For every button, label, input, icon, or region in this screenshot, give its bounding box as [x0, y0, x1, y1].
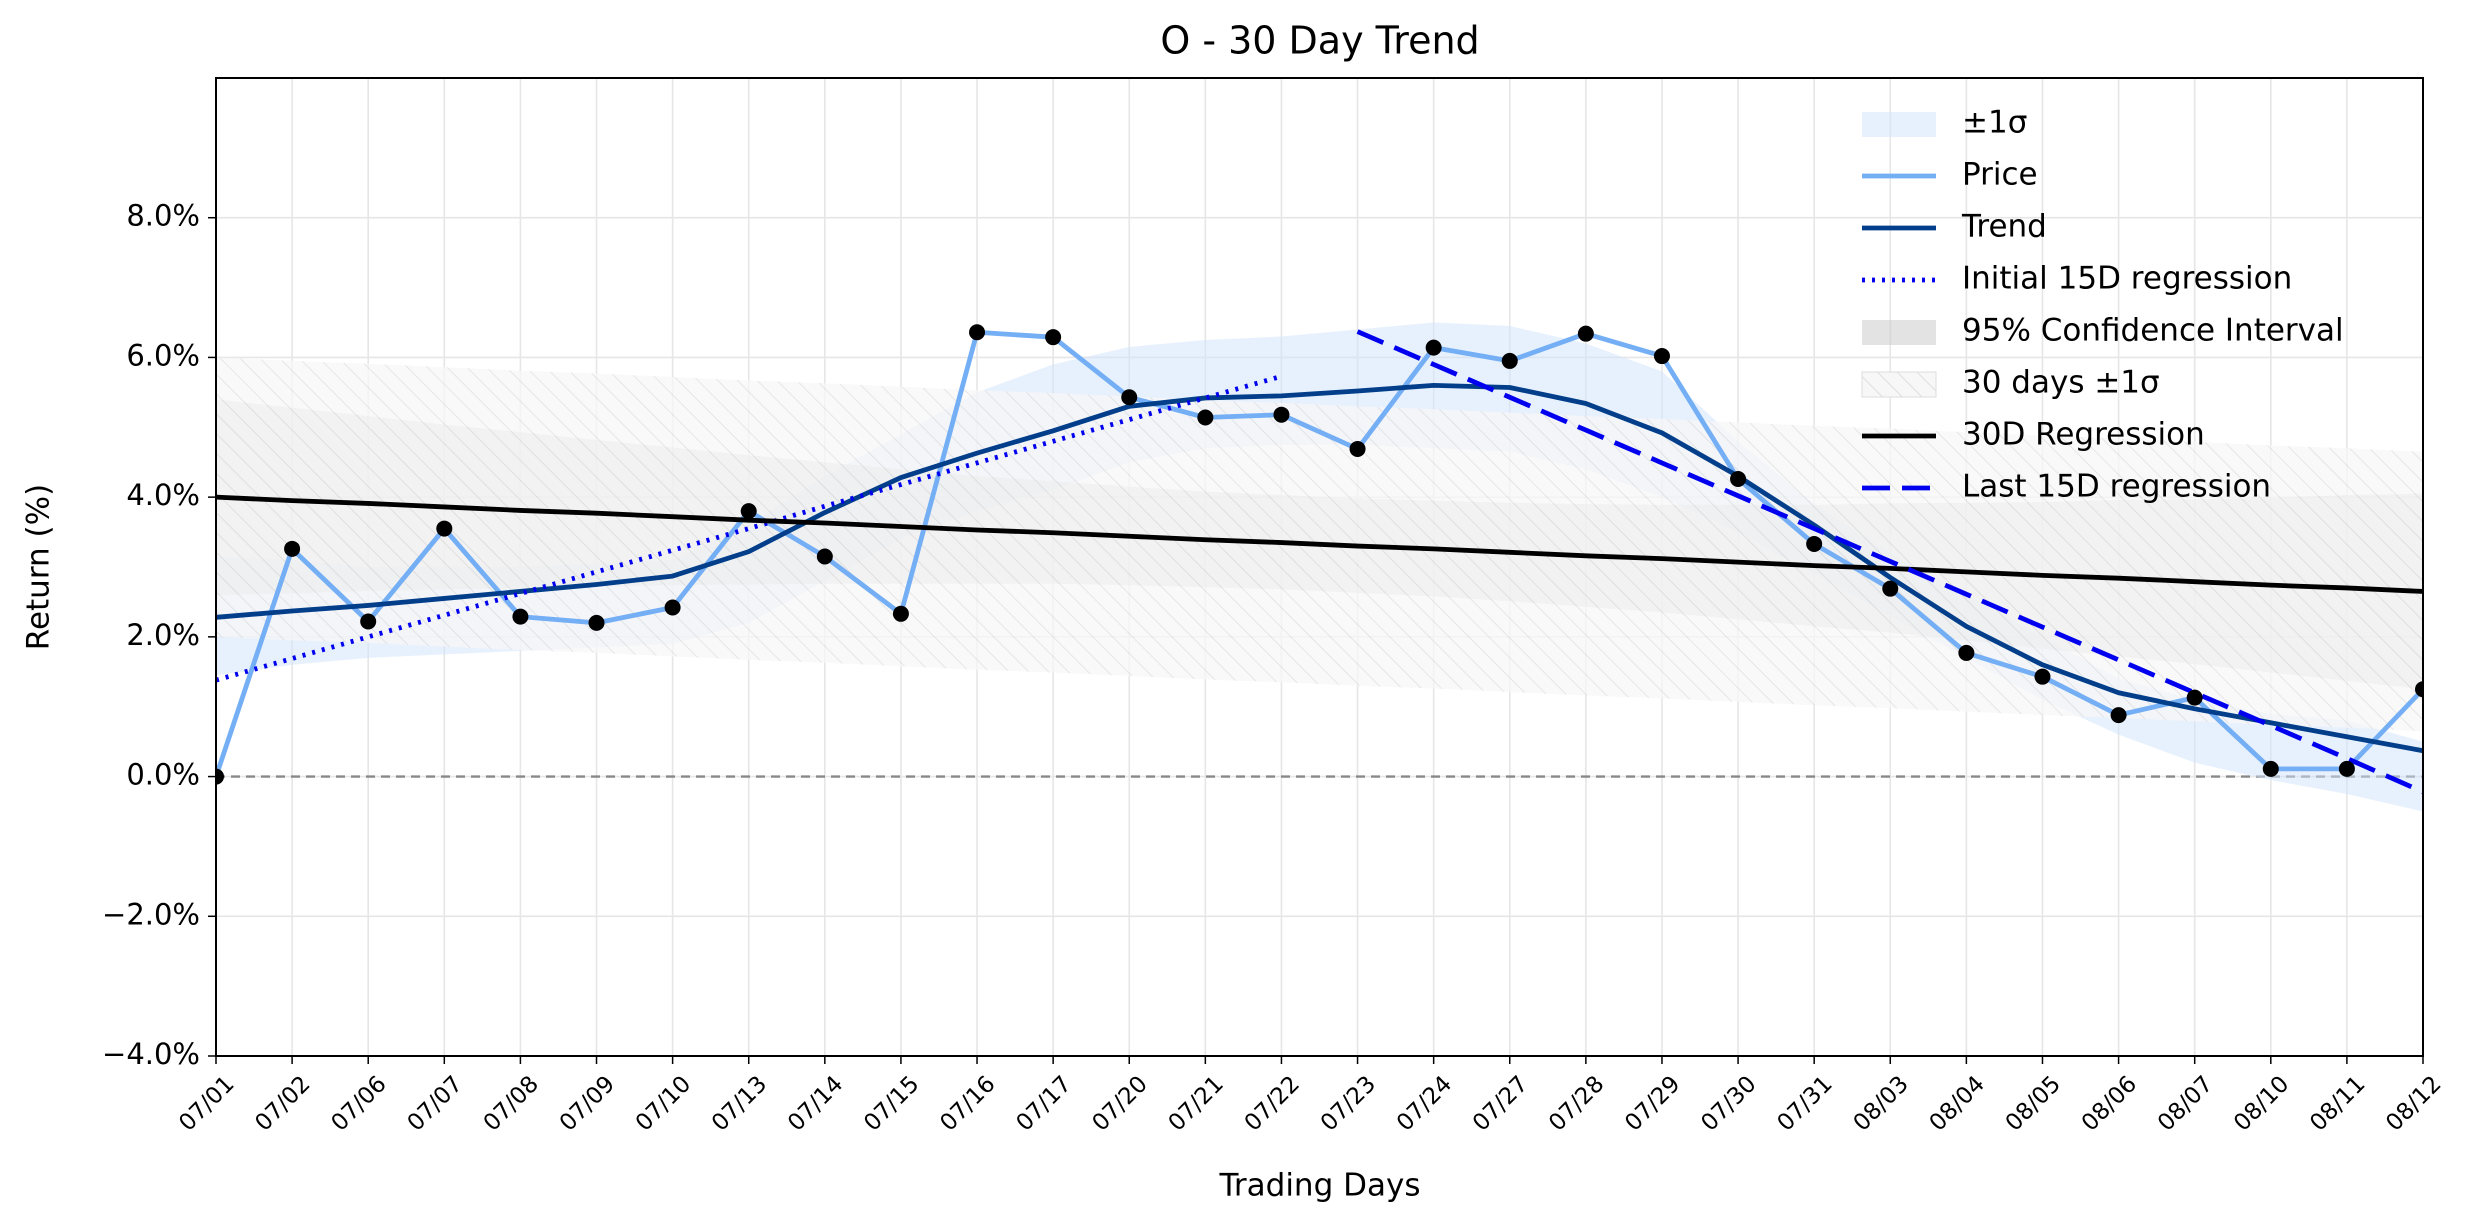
legend-label: Initial 15D regression	[1962, 261, 2292, 297]
y-tick-label: −2.0%	[102, 897, 200, 931]
price-marker	[216, 768, 224, 785]
x-tick-label: 07/14	[783, 1071, 848, 1136]
x-tick-label: 07/21	[1164, 1071, 1229, 1136]
legend-swatch	[1862, 112, 1936, 137]
price-marker	[892, 605, 909, 622]
x-tick-label: 07/13	[707, 1071, 772, 1136]
y-tick-label: −4.0%	[102, 1037, 200, 1071]
x-axis-label: Trading Days	[1219, 1168, 1421, 1204]
legend-label: ±1σ	[1962, 105, 2027, 141]
legend-swatch	[1861, 371, 1937, 398]
legend-swatch	[1862, 320, 1936, 345]
x-tick-label: 08/05	[2001, 1071, 2066, 1136]
x-tick-label: 07/28	[1544, 1071, 1609, 1136]
legend-label: 30 days ±1σ	[1962, 365, 2160, 401]
legend-label: Price	[1962, 157, 2038, 193]
x-tick-label: 08/03	[1849, 1071, 1914, 1136]
price-marker	[2415, 681, 2423, 698]
price-marker	[1425, 339, 1442, 356]
x-tick-label: 07/16	[935, 1071, 1000, 1136]
x-tick-label: 08/07	[2153, 1071, 2218, 1136]
legend-label: 30D Regression	[1962, 417, 2205, 453]
line	[216, 329, 2423, 778]
x-tick-label: 08/04	[1925, 1071, 1990, 1136]
x-tick-label: 07/31	[1772, 1071, 1837, 1136]
line	[1356, 329, 2423, 795]
price-marker	[1958, 644, 1975, 661]
x-tick-label: 07/10	[631, 1071, 696, 1136]
y-tick-label: 4.0%	[126, 478, 200, 512]
x-tick-label: 07/23	[1316, 1071, 1381, 1136]
x-tick-label: 07/08	[479, 1071, 544, 1136]
x-tick-label: 07/07	[403, 1071, 468, 1136]
price-marker	[360, 613, 377, 630]
x-tick-label: 07/24	[1392, 1071, 1457, 1136]
price-marker	[1197, 409, 1214, 426]
price-marker	[2110, 707, 2127, 724]
price-marker	[1273, 406, 1290, 423]
price-marker	[436, 520, 453, 537]
price-marker	[1806, 535, 1823, 552]
plot-frame	[215, 77, 2424, 1057]
price-marker	[2034, 668, 2051, 685]
line	[216, 494, 2423, 594]
price-marker	[1501, 352, 1518, 369]
price-marker	[740, 503, 757, 520]
x-tick-label: 07/17	[1011, 1071, 1076, 1136]
x-tick-label: 07/02	[250, 1071, 315, 1136]
x-tick-label: 07/15	[859, 1071, 924, 1136]
price-marker	[1730, 470, 1747, 487]
x-tick-label: 07/22	[1240, 1071, 1305, 1136]
price-marker	[969, 324, 986, 341]
line	[216, 382, 2423, 754]
x-tick-label: 07/27	[1468, 1071, 1533, 1136]
price-marker	[1349, 440, 1366, 457]
x-tick-label: 08/12	[2381, 1071, 2446, 1136]
price-marker	[816, 548, 833, 565]
y-axis-label: Return (%)	[21, 484, 57, 650]
price-marker	[2186, 689, 2203, 706]
price-marker	[512, 608, 529, 625]
price-marker	[1577, 325, 1594, 342]
price-marker	[284, 540, 301, 557]
price-marker	[2262, 760, 2279, 777]
chart-title: O - 30 Day Trend	[1160, 19, 1479, 63]
legend-label: 95% Confidence Interval	[1962, 313, 2344, 349]
y-tick-label: 6.0%	[126, 338, 200, 372]
x-tick-label: 08/10	[2229, 1071, 2294, 1136]
x-tick-label: 08/11	[2305, 1071, 2370, 1136]
legend-label: Last 15D regression	[1962, 469, 2271, 505]
price-marker	[2338, 760, 2355, 777]
plot-layer	[216, 322, 2423, 812]
y-tick-label: 2.0%	[126, 618, 200, 652]
x-tick-label: 08/06	[2077, 1071, 2142, 1136]
price-marker	[1653, 348, 1670, 365]
price-marker	[1045, 329, 1062, 346]
x-tick-label: 07/09	[555, 1071, 620, 1136]
y-tick-label: 8.0%	[126, 199, 200, 233]
price-marker	[1121, 389, 1138, 406]
price-marker	[664, 599, 681, 616]
x-tick-label: 07/30	[1696, 1071, 1761, 1136]
x-tick-label: 07/29	[1620, 1071, 1685, 1136]
x-tick-label: 07/06	[326, 1071, 391, 1136]
price-marker	[588, 614, 605, 631]
x-tick-label: 07/20	[1088, 1071, 1153, 1136]
price-marker	[1882, 580, 1899, 597]
y-tick-label: 0.0%	[126, 758, 200, 792]
legend-label: Trend	[1961, 209, 2047, 245]
x-tick-label: 07/01	[174, 1071, 239, 1136]
